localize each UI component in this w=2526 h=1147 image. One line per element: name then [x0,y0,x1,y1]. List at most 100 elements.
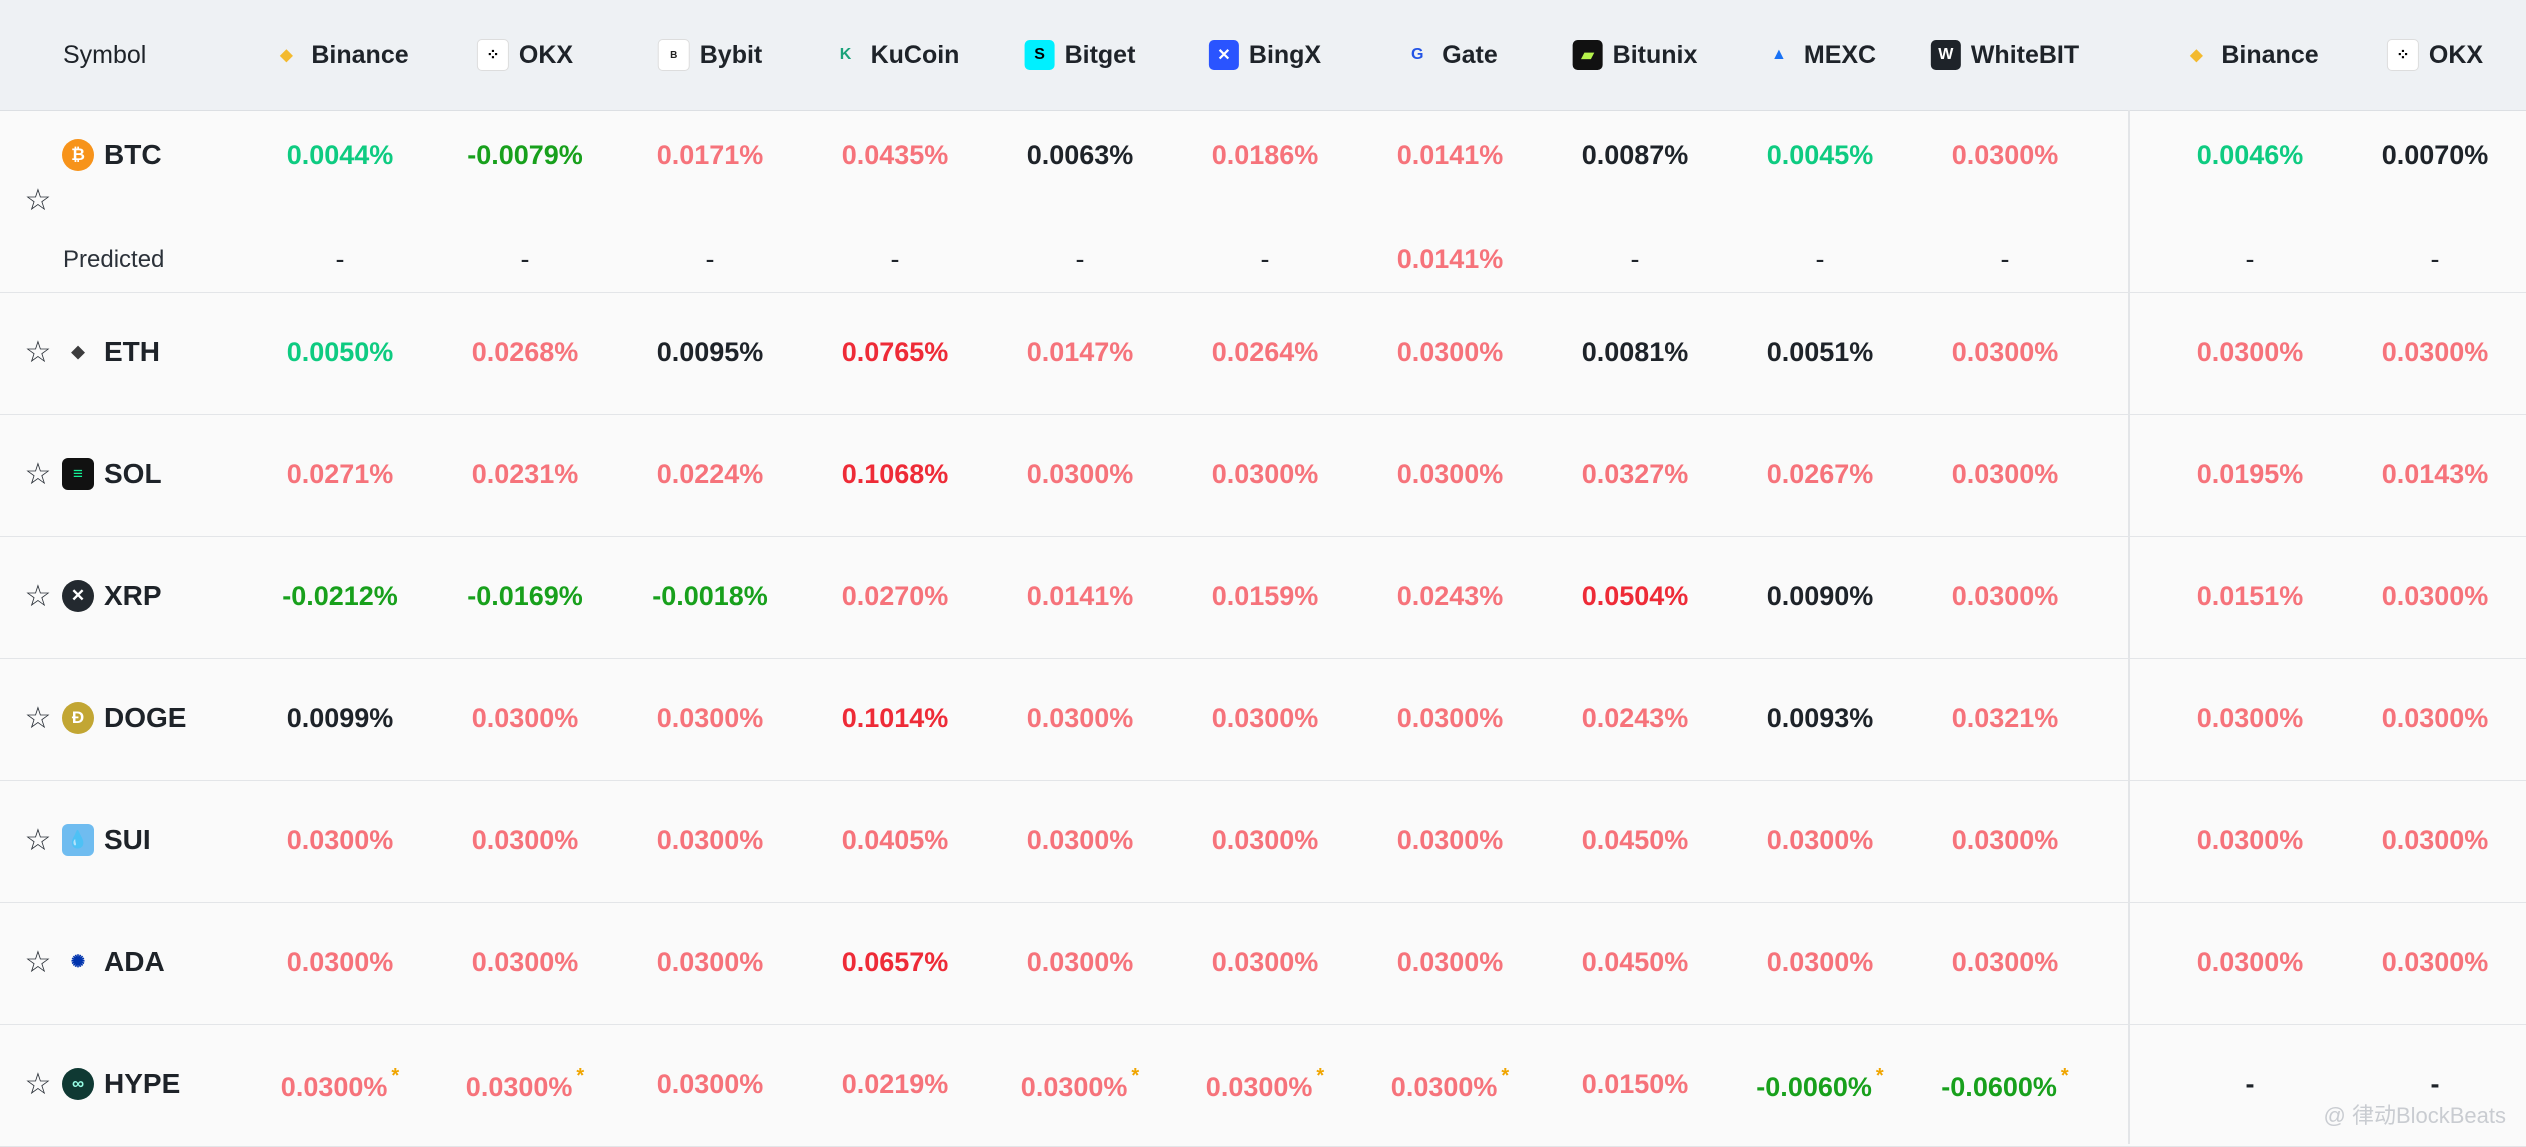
funding-rate-cell[interactable]: 0.0450% [1582,947,1689,978]
funding-rate-cell[interactable]: 0.0044% [287,140,394,171]
funding-rate-cell[interactable]: 0.0300% [657,1069,764,1100]
funding-rate-cell[interactable]: 0.0300% [472,703,579,734]
funding-rate-cell[interactable]: 0.0504% [1582,581,1689,612]
funding-rate-cell[interactable]: 0.0300% [1952,140,2059,171]
funding-rate-cell[interactable]: 0.0070% [2382,140,2489,171]
funding-rate-cell[interactable]: 0.0095% [657,337,764,368]
funding-rate-cell[interactable]: 0.0300% * [281,1065,399,1103]
funding-rate-cell[interactable]: 0.0300% [1212,459,1319,490]
favorite-star-icon[interactable]: ☆ [24,946,52,979]
coin-symbol[interactable]: ₿ BTC [62,139,162,171]
funding-rate-cell[interactable]: 0.0045% [1767,140,1874,171]
coin-symbol[interactable]: Ð DOGE [62,702,186,734]
exchange-header-whitebit[interactable]: W WhiteBIT [1930,0,2079,110]
coin-symbol[interactable]: ∞ HYPE [62,1068,180,1100]
funding-rate-cell[interactable]: 0.0300% * [1391,1065,1509,1103]
funding-rate-cell[interactable]: -0.0600% * [1941,1065,2068,1103]
funding-rate-cell[interactable]: 0.0099% [287,703,394,734]
table-row-sui[interactable]: ☆ 💧 SUI 0.0300% 0.0300% 0.0300% 0.0405% 0.0300%… [0,780,2526,903]
funding-rate-cell[interactable]: 0.0300% [1397,947,1504,978]
exchange-header-okx[interactable]: ⁘ OKX [476,0,573,110]
funding-rate-cell[interactable]: 0.0300% [1952,825,2059,856]
funding-rate-cell[interactable]: 0.0300% [2382,581,2489,612]
funding-rate-cell[interactable]: 0.0300% [2382,337,2489,368]
funding-rate-cell[interactable]: 0.0300% [1397,459,1504,490]
funding-rate-cell[interactable]: 0.0243% [1582,703,1689,734]
funding-rate-cell[interactable]: 0.0321% [1952,703,2059,734]
coin-symbol[interactable]: ≡ SOL [62,458,162,490]
funding-rate-cell[interactable]: 0.0186% [1212,140,1319,171]
favorite-star-icon[interactable]: ☆ [24,458,52,491]
funding-rate-cell[interactable]: 0.0093% [1767,703,1874,734]
coin-symbol[interactable]: 💧 SUI [62,824,151,856]
funding-rate-cell[interactable]: 0.0300% [472,825,579,856]
funding-rate-cell[interactable]: 0.0159% [1212,581,1319,612]
funding-rate-cell[interactable]: 0.0300% * [466,1065,584,1103]
coin-symbol[interactable]: ✺ ADA [62,946,165,978]
funding-rate-cell[interactable]: 0.0300% [1027,703,1134,734]
funding-rate-cell[interactable]: 0.0300% [1212,703,1319,734]
exchange-header-binance[interactable]: ◆ Binance [271,0,408,110]
funding-rate-cell[interactable]: 0.0300% * [1206,1065,1324,1103]
funding-rate-cell[interactable]: 0.0300% [1767,825,1874,856]
funding-rate-cell[interactable]: 0.0141% [1027,581,1134,612]
funding-rate-cell[interactable]: 0.0300% [472,947,579,978]
funding-rate-cell[interactable]: - [2431,1069,2440,1100]
table-row-ada[interactable]: ☆ ✺ ADA 0.0300% 0.0300% 0.0300% 0.0657% 0.0300%… [0,902,2526,1025]
funding-rate-cell[interactable]: -0.0169% [467,581,583,612]
funding-rate-cell[interactable]: 0.0765% [842,337,949,368]
funding-rate-cell[interactable]: 0.1014% [842,703,949,734]
funding-rate-cell[interactable]: 0.0051% [1767,337,1874,368]
coin-symbol[interactable]: ✕ XRP [62,580,162,612]
funding-rate-cell[interactable]: 0.0300% [1212,947,1319,978]
funding-rate-cell[interactable]: 0.0657% [842,947,949,978]
funding-rate-cell[interactable]: 0.0300% [657,947,764,978]
funding-rate-cell[interactable]: 0.0147% [1027,337,1134,368]
exchange-header-binance[interactable]: ◆ Binance [2181,0,2318,110]
funding-rate-cell[interactable]: 0.0300% [657,825,764,856]
funding-rate-cell[interactable]: 0.0264% [1212,337,1319,368]
funding-rate-cell[interactable]: -0.0060% * [1756,1065,1883,1103]
funding-rate-cell[interactable]: 0.0300% [1397,337,1504,368]
funding-rate-cell[interactable]: 0.0046% [2197,140,2304,171]
funding-rate-cell[interactable]: 0.0300% [1767,947,1874,978]
exchange-header-bybit[interactable]: B Bybit [657,0,762,110]
table-row-sol[interactable]: ☆ ≡ SOL 0.0271% 0.0231% 0.0224% 0.1068% 0.0300%… [0,414,2526,537]
favorite-star-icon[interactable]: ☆ [24,824,52,857]
exchange-header-kucoin[interactable]: K KuCoin [831,0,960,110]
exchange-header-bingx[interactable]: ✕ BingX [1208,0,1321,110]
funding-rate-cell[interactable]: - [2246,1069,2255,1100]
funding-rate-cell[interactable]: 0.0300% [2382,825,2489,856]
funding-rate-cell[interactable]: 0.0300% [1212,825,1319,856]
funding-rate-cell[interactable]: 0.0300% [2197,825,2304,856]
exchange-header-okx[interactable]: ⁘ OKX [2386,0,2483,110]
funding-rate-cell[interactable]: 0.0090% [1767,581,1874,612]
funding-rate-cell[interactable]: 0.0300% * [1021,1065,1139,1103]
funding-rate-cell[interactable]: 0.0300% [2197,703,2304,734]
funding-rate-cell[interactable]: 0.0270% [842,581,949,612]
funding-rate-cell[interactable]: 0.0219% [842,1069,949,1100]
exchange-header-bitget[interactable]: S Bitget [1024,0,1135,110]
funding-rate-cell[interactable]: 0.0300% [1952,337,2059,368]
funding-rate-cell[interactable]: 0.0300% [2197,947,2304,978]
funding-rate-cell[interactable]: 0.0327% [1582,459,1689,490]
funding-rate-cell[interactable]: 0.0300% [2382,947,2489,978]
funding-rate-cell[interactable]: 0.0143% [2382,459,2489,490]
funding-rate-cell[interactable]: 0.0141% [1397,140,1504,171]
funding-rate-cell[interactable]: -0.0212% [282,581,398,612]
funding-rate-cell[interactable]: 0.0300% [1952,947,2059,978]
funding-rate-cell[interactable]: 0.0243% [1397,581,1504,612]
funding-rate-cell[interactable]: 0.0300% [287,825,394,856]
funding-rate-cell[interactable]: 0.0300% [1027,459,1134,490]
funding-rate-cell[interactable]: -0.0018% [652,581,768,612]
funding-rate-cell[interactable]: 0.0300% [657,703,764,734]
table-row-btc[interactable]: ☆ ₿ BTC 0.0044% -0.0079% 0.0171% 0.0435% 0.0063… [0,110,2526,293]
funding-rate-cell[interactable]: 0.0435% [842,140,949,171]
funding-rate-cell[interactable]: 0.0300% [2382,703,2489,734]
funding-rate-cell[interactable]: 0.0267% [1767,459,1874,490]
funding-rate-cell[interactable]: 0.0300% [2197,337,2304,368]
funding-rate-cell[interactable]: 0.0050% [287,337,394,368]
table-row-eth[interactable]: ☆ ◆ ETH 0.0050% 0.0268% 0.0095% 0.0765% 0.0147%… [0,292,2526,415]
table-row-doge[interactable]: ☆ Ð DOGE 0.0099% 0.0300% 0.0300% 0.1014% 0.0300… [0,658,2526,781]
funding-rate-cell[interactable]: 0.0087% [1582,140,1689,171]
